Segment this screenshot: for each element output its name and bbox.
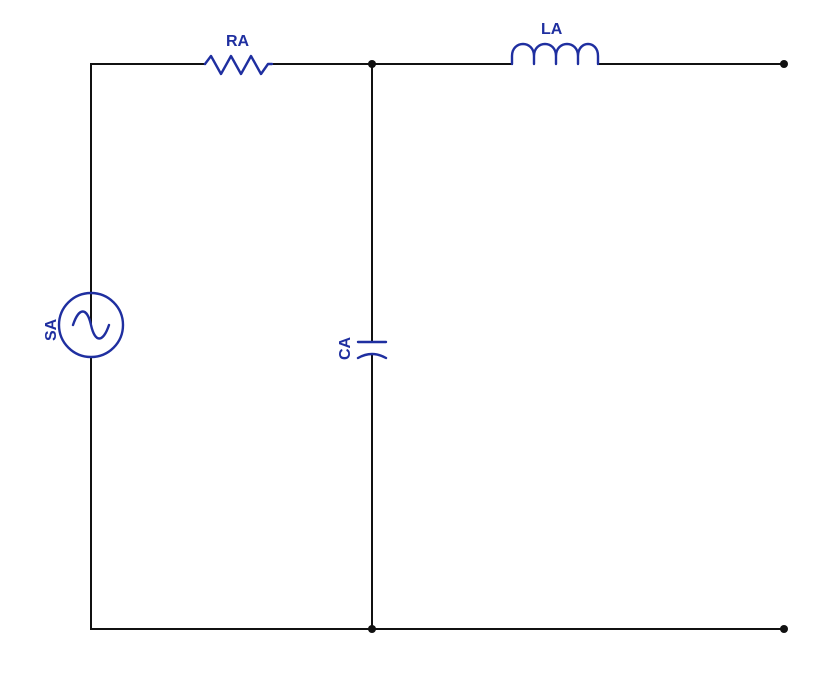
- wire-left-bottom: [90, 357, 785, 630]
- inductor-symbol: [510, 42, 600, 66]
- ac-source: SA: [43, 291, 125, 359]
- wire-left-top: [90, 63, 206, 326]
- wires: [90, 63, 785, 630]
- inductor-label: LA: [541, 21, 563, 38]
- sine-wave-icon: [71, 310, 111, 340]
- output-terminal-top[interactable]: [780, 60, 788, 68]
- resistor-symbol: [203, 54, 274, 76]
- capacitor: CA: [337, 336, 388, 360]
- junction-top: [368, 60, 376, 68]
- output-terminal-bottom[interactable]: [780, 625, 788, 633]
- junctions: [368, 60, 788, 633]
- ac-source-circle: [57, 291, 125, 359]
- junction-bottom: [368, 625, 376, 633]
- inductor: LA: [510, 21, 600, 66]
- capacitor-label: CA: [337, 336, 354, 360]
- resistor: RA: [203, 33, 274, 76]
- ac-source-label: SA: [43, 318, 60, 341]
- resistor-label: RA: [226, 33, 250, 50]
- capacitor-plate-bottom: [356, 352, 388, 360]
